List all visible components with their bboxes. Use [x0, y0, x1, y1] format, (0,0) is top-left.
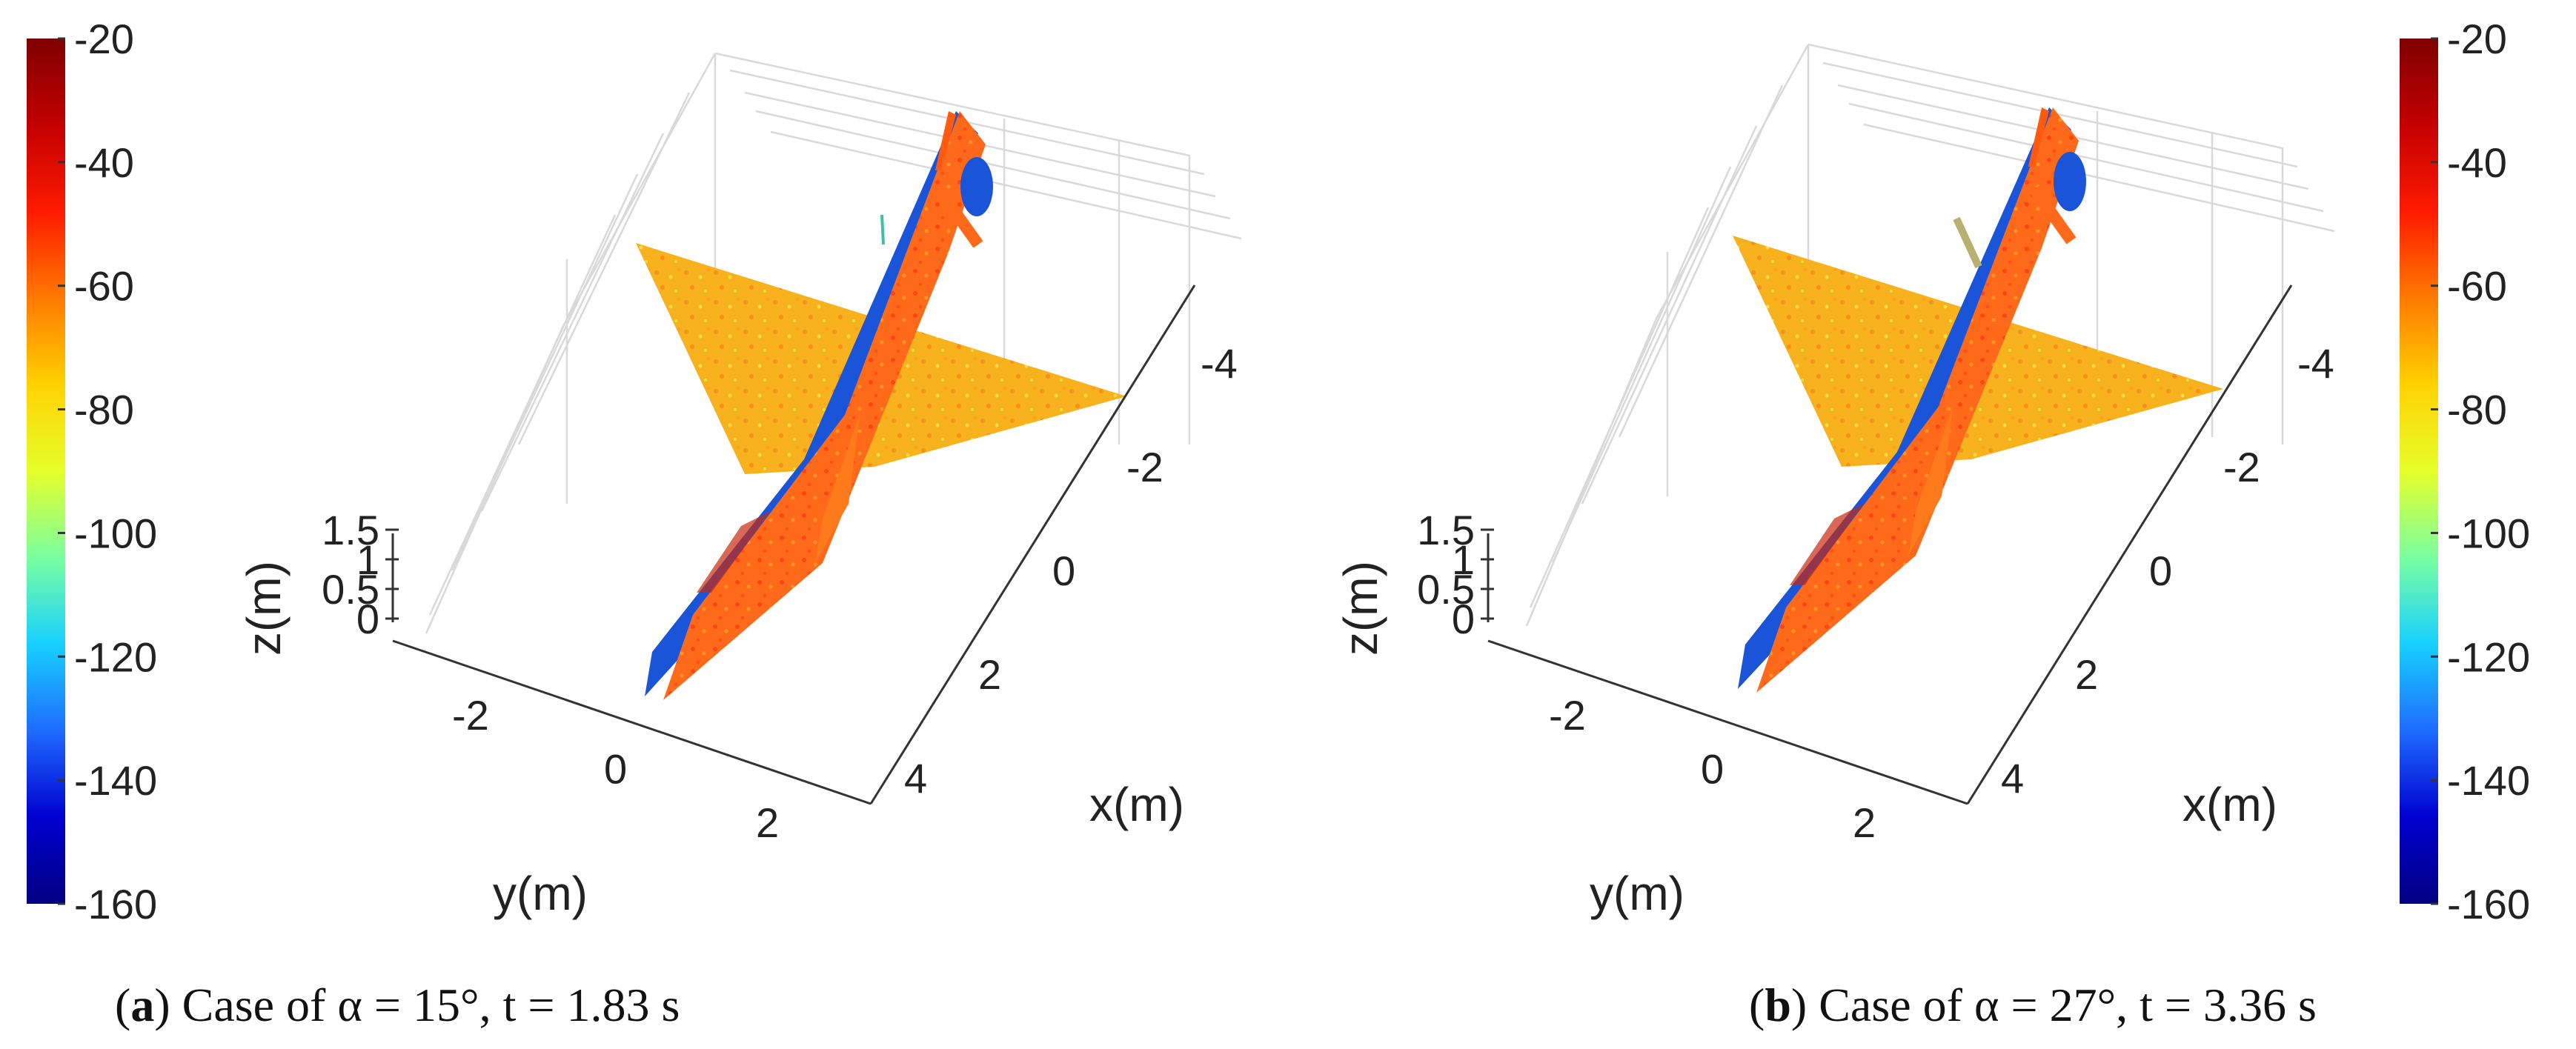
panel-b-colorbar-tick-label: -140 [2447, 757, 2530, 804]
panel-a: -20-40-60-80-100-120-140-160 [27, 16, 1242, 1031]
panel-b-y-tick-label: 2 [1853, 799, 1876, 846]
panel-a-x-tick-label: -4 [1201, 340, 1238, 387]
colorbar-a: -20 -40 -60 -80 -100 -120 -140 -160 [27, 16, 157, 928]
caption-a-text: ) Case of α = 15°, t = 1.83 s [154, 979, 680, 1031]
panel-b-x-tick-label: -2 [2223, 444, 2260, 490]
y-ticks-a: -2 0 2 [452, 692, 779, 846]
panel-b-z-tick-label: 1 [1452, 536, 1475, 583]
panel-b-z-tick-label: 0 [1452, 596, 1475, 642]
panel-b-x-tick-label: 0 [2149, 547, 2172, 594]
fuselage-b [1738, 107, 2086, 693]
panel-a-z-tick-label: 1 [356, 536, 379, 583]
panel-a-y-tick-label: -2 [452, 692, 489, 739]
panel-a-colorbar-tick-label: -160 [74, 881, 157, 928]
panel-a-y-tick-label: 0 [604, 746, 627, 793]
x-ticks-b: -4 -2 0 2 4 [2001, 340, 2334, 802]
panel-b-colorbar-tick-label: -20 [2447, 16, 2507, 62]
panel-a-z-tick-label: 0.5 [322, 566, 379, 613]
x-ticks-a: -4 -2 0 2 4 [904, 340, 1238, 802]
y-ticks-b: -2 0 2 [1549, 692, 1876, 846]
caption-a: (a) Case of α = 15°, t = 1.83 s [115, 979, 680, 1031]
panel-a-colorbar-tick-label: -40 [74, 139, 134, 186]
panel-a-y-tick-label: 2 [756, 799, 779, 846]
panel-a-x-tick-label: -2 [1126, 444, 1163, 490]
y-axis-label-b: y(m) [1590, 867, 1684, 920]
x-axis-label-a: x(m) [1089, 778, 1184, 831]
panel-b: -20-40-60-80-100-120-140-160 [1334, 16, 2530, 1031]
panel-b-colorbar-tick-label: -40 [2447, 139, 2507, 186]
axes-b [1487, 284, 2293, 805]
panel-a-colorbar-tick-label: -140 [74, 757, 157, 804]
fuselage-a [645, 111, 993, 700]
panel-b-z-tick-label: 0.5 [1417, 566, 1475, 613]
y-axis-label-a: y(m) [493, 867, 588, 920]
axes-a [391, 284, 1196, 805]
z-axis-label-a: z(m) [237, 561, 291, 656]
panel-b-colorbar-tick-label: -160 [2447, 881, 2530, 928]
colorbar-b-bar [2400, 39, 2438, 904]
panel-b-colorbar-tick-label: -100 [2447, 510, 2530, 556]
panel-b-z-tick-label: 1.5 [1417, 507, 1475, 553]
panel-a-z-tick-label: 1.5 [322, 507, 379, 553]
panel-b-y-tick-label: -2 [1549, 692, 1586, 739]
x-axis-label-b: x(m) [2182, 778, 2277, 831]
panel-a-colorbar-tick-label: -80 [74, 387, 134, 433]
caption-b-letter: b [1765, 979, 1791, 1031]
panel-b-colorbar-tick-label: -60 [2447, 263, 2507, 310]
panel-a-colorbar-tick-label: -100 [74, 510, 157, 556]
panel-a-x-tick-label: 0 [1052, 547, 1075, 594]
panel-b-x-tick-label: 4 [2001, 755, 2024, 802]
caption-a-letter: a [130, 979, 154, 1031]
panel-a-colorbar-tick-label: -60 [74, 263, 134, 310]
panel-a-x-tick-label: 4 [904, 755, 927, 802]
caption-b-text: ) Case of α = 27°, t = 3.36 s [1791, 979, 2317, 1031]
caption-b-open: ( [1749, 979, 1765, 1031]
panel-b-colorbar-tick-label: -120 [2447, 633, 2530, 680]
panel-b-x-tick-label: -4 [2297, 340, 2334, 387]
panel-b-colorbar-tick-label: -80 [2447, 387, 2507, 433]
panel-a-x-tick-label: 2 [978, 651, 1001, 698]
panel-a-colorbar-tick-label: -20 [74, 16, 134, 62]
panel-b-x-tick-label: 2 [2075, 651, 2098, 698]
z-axis-label-b: z(m) [1334, 561, 1387, 656]
panel-a-colorbar-tick-label: -120 [74, 633, 157, 680]
panel-a-z-tick-label: 0 [356, 596, 379, 642]
colorbar-a-bar [27, 39, 65, 904]
colorbar-b: -20 -40 -60 -80 -100 -120 -140 -160 [2400, 16, 2530, 928]
panel-b-y-tick-label: 0 [1701, 746, 1724, 793]
z-ticks-b: 1.510.50 [1417, 507, 1494, 642]
z-ticks-a: 1.510.50 [322, 507, 399, 642]
caption-a-open: ( [115, 979, 130, 1031]
caption-b: (b) Case of α = 27°, t = 3.36 s [1749, 979, 2317, 1031]
